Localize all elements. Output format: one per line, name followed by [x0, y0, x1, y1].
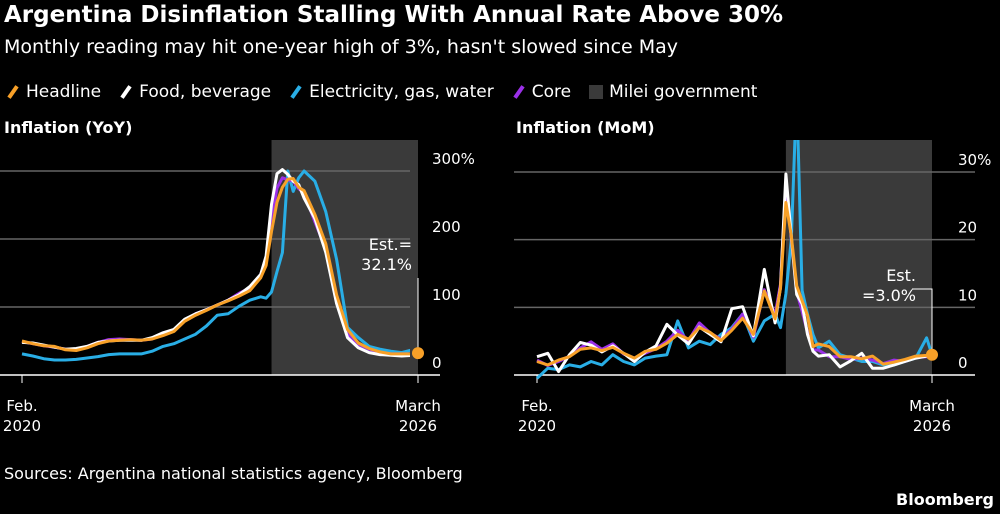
legend-label: Milei government	[609, 82, 758, 102]
estimate-point	[412, 347, 424, 360]
bloomberg-logo: Bloomberg	[896, 490, 994, 509]
y-tick-label: 20	[958, 219, 977, 237]
x-tick-label: March	[395, 397, 441, 415]
series-line-electricity-gas-water	[21, 169, 410, 362]
legend-label: Food, beverage	[139, 82, 272, 102]
x-tick-label: March	[909, 397, 955, 415]
chart-1: 0 10 20 30% Feb. 2020 March 2026 Est.=3.0%	[514, 140, 991, 435]
legend-label: Electricity, gas, water	[309, 82, 494, 102]
y-tick-label: 0	[958, 354, 968, 372]
legend-label: Headline	[26, 82, 102, 102]
y-tick-label: 30%	[958, 151, 991, 169]
y-tick-label: 200	[432, 218, 461, 236]
chart-0: 0 100 200 300% Feb. 2020 March 2026 Est.=32.1%	[0, 140, 475, 435]
x-tick-label: 2020	[518, 417, 556, 435]
series-line-headline	[21, 177, 410, 356]
x-tick-label: 2026	[399, 417, 437, 435]
annotation-text: =3.0%	[862, 286, 916, 305]
legend-item-electricity: Electricity, gas, water	[289, 82, 494, 102]
x-tick-label: Feb.	[6, 397, 37, 415]
legend-item-headline: Headline	[6, 82, 101, 102]
legend-label: Core	[531, 82, 572, 102]
legend-item-food: Food, beverage	[119, 82, 271, 102]
y-tick-label: 10	[958, 286, 977, 304]
legend-item-milei: Milei government	[589, 82, 757, 102]
legend-item-core: Core	[512, 82, 571, 102]
legend: Headline Food, beverage Electricity, gas…	[6, 82, 757, 102]
chart-subtitle: Monthly reading may hit one-year high of…	[4, 36, 679, 58]
annotation-text: 32.1%	[361, 255, 412, 274]
series-line-headline	[536, 201, 933, 367]
milei-shaded-region	[271, 140, 418, 375]
y-tick-label: 300%	[432, 150, 475, 168]
annotation-text: Est.	[886, 266, 916, 285]
estimate-point	[926, 348, 938, 361]
source-note: Sources: Argentina national statistics a…	[4, 464, 463, 483]
x-tick-label: Feb.	[521, 397, 552, 415]
series-line-electricity-gas-water	[535, 140, 934, 380]
legend-swatch	[589, 85, 604, 99]
x-tick-label: 2020	[3, 417, 41, 435]
annotation-text: Est.=	[369, 235, 412, 254]
y-tick-label: 0	[432, 354, 442, 372]
chart-title: Argentina Disinflation Stalling With Ann…	[4, 2, 784, 28]
right-chart-title: Inflation (MoM)	[516, 118, 655, 137]
y-tick-label: 100	[432, 286, 461, 304]
annotation-leader	[912, 288, 933, 355]
left-chart-title: Inflation (YoY)	[4, 118, 133, 137]
x-tick-label: 2026	[913, 417, 951, 435]
